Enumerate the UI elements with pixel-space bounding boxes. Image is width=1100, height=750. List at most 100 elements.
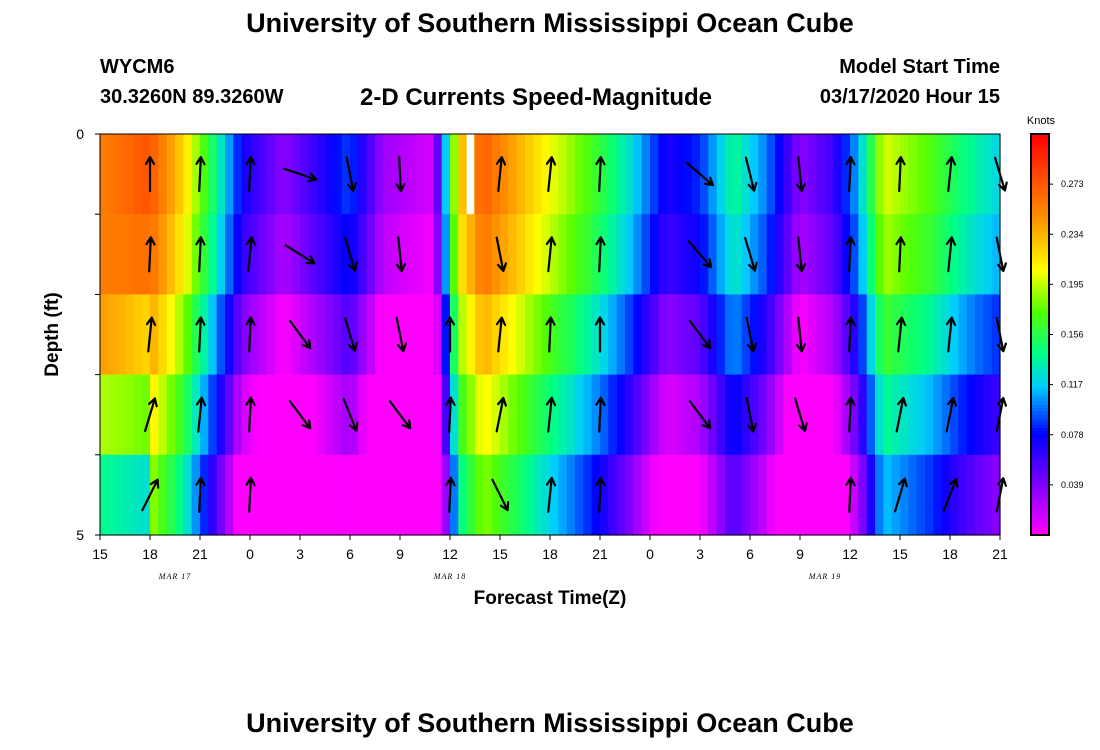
heatmap-cell bbox=[650, 294, 659, 376]
current-vector-arrow bbox=[495, 156, 507, 193]
colorbar-segment bbox=[1031, 408, 1049, 412]
heatmap-cell bbox=[458, 374, 468, 456]
heatmap-cell bbox=[591, 294, 601, 376]
heatmap-cell bbox=[891, 374, 901, 456]
current-vector-arrow bbox=[545, 236, 557, 273]
colorbar-segment bbox=[1031, 438, 1049, 443]
heatmap-cell bbox=[266, 374, 276, 456]
current-vector-arrow bbox=[744, 236, 758, 272]
heatmap-cell bbox=[625, 374, 634, 456]
current-vector-arrow bbox=[245, 396, 256, 433]
colorbar-segment bbox=[1031, 167, 1049, 172]
heatmap-cell bbox=[791, 374, 801, 456]
heatmap-cell bbox=[383, 134, 393, 215]
heatmap-cell bbox=[950, 214, 959, 295]
heatmap-cell bbox=[166, 134, 176, 215]
heatmap-cell bbox=[708, 454, 718, 536]
heatmap-cell bbox=[125, 134, 134, 215]
heatmap-cell bbox=[616, 214, 626, 295]
heatmap-cell bbox=[600, 214, 609, 295]
heatmap-cell bbox=[691, 374, 701, 456]
heatmap-cell bbox=[675, 214, 684, 295]
heatmap-cell bbox=[150, 454, 159, 536]
heatmap-cell bbox=[125, 214, 134, 295]
colorbar-segment bbox=[1031, 321, 1049, 326]
heatmap-cell bbox=[958, 134, 968, 215]
heatmap-cell bbox=[566, 134, 576, 215]
heatmap-cell bbox=[808, 134, 818, 215]
heatmap-cell bbox=[600, 374, 609, 456]
heatmap-cell bbox=[725, 214, 734, 295]
colorbar-segment bbox=[1031, 444, 1049, 449]
heatmap-cell bbox=[316, 374, 326, 456]
heatmap-cell bbox=[558, 214, 568, 295]
current-vector-arrow bbox=[395, 156, 406, 193]
heatmap-cell bbox=[125, 374, 134, 456]
heatmap-cell bbox=[116, 214, 126, 295]
colorbar-segment bbox=[1031, 210, 1049, 215]
heatmap-cell bbox=[758, 454, 768, 536]
heatmap-cell bbox=[491, 454, 501, 536]
heatmap-cell bbox=[358, 134, 368, 215]
current-vector-arrow bbox=[245, 156, 256, 193]
heatmap-cell bbox=[958, 374, 968, 456]
current-vector-arrow bbox=[342, 397, 359, 432]
heatmap-cell bbox=[275, 374, 284, 456]
heatmap-cell bbox=[791, 134, 801, 215]
heatmap-cell bbox=[725, 134, 734, 215]
heatmap-cell bbox=[933, 294, 943, 376]
heatmap-cell bbox=[425, 294, 434, 376]
heatmap-cell bbox=[808, 454, 818, 536]
heatmap-cell bbox=[225, 454, 234, 536]
heatmap-cell bbox=[850, 374, 859, 456]
current-vector-arrow bbox=[595, 236, 606, 273]
heatmap-cell bbox=[508, 374, 518, 456]
current-vector-arrow bbox=[545, 476, 557, 513]
heatmap-cell bbox=[150, 214, 159, 295]
heatmap-cell bbox=[416, 454, 426, 536]
heatmap-cell bbox=[350, 134, 359, 215]
heatmap-cell bbox=[408, 214, 418, 295]
colorbar-tick-label: 0.273 bbox=[1061, 179, 1084, 189]
heatmap-cell bbox=[408, 454, 418, 536]
heatmap-cell bbox=[816, 374, 826, 456]
heatmap-cell bbox=[175, 294, 184, 376]
colorbar-segment bbox=[1031, 384, 1049, 389]
heatmap-cell bbox=[200, 454, 209, 536]
current-vector-arrow bbox=[794, 397, 808, 433]
heatmap-cell bbox=[108, 454, 118, 536]
heatmap-cell bbox=[983, 294, 993, 376]
heatmap-cell bbox=[166, 454, 176, 536]
colorbar-segment bbox=[1031, 311, 1049, 316]
heatmap-cell bbox=[641, 294, 651, 376]
heatmap-cell bbox=[683, 294, 693, 376]
heatmap-cell bbox=[475, 294, 484, 376]
heatmap-cell bbox=[391, 454, 401, 536]
heatmap-cell bbox=[966, 134, 976, 215]
x-tick-label: 12 bbox=[442, 546, 458, 562]
colorbar-segment bbox=[1031, 454, 1049, 459]
colorbar-segment bbox=[1031, 284, 1049, 289]
x-tick-label: 18 bbox=[142, 546, 158, 562]
x-tick-label: 0 bbox=[246, 546, 254, 562]
heatmap-cell bbox=[808, 214, 818, 295]
x-tick-label: 6 bbox=[346, 546, 354, 562]
colorbar-segment bbox=[1031, 418, 1049, 422]
heatmap-cell bbox=[358, 294, 368, 376]
heatmap-cell bbox=[216, 374, 226, 456]
colorbar-segment bbox=[1031, 170, 1049, 175]
heatmap-cell bbox=[591, 454, 601, 536]
heatmap-cell bbox=[933, 134, 943, 215]
heatmap-cell bbox=[541, 294, 551, 376]
heatmap-cell bbox=[916, 374, 926, 456]
heatmap-cell bbox=[583, 454, 593, 536]
colorbar-segment bbox=[1031, 524, 1049, 529]
heatmap-cell bbox=[175, 454, 184, 536]
colorbar-segment bbox=[1031, 531, 1049, 536]
heatmap-cell bbox=[533, 374, 543, 456]
x-tick-label: 3 bbox=[696, 546, 704, 562]
heatmap-cell bbox=[766, 214, 776, 295]
heatmap-cell bbox=[750, 134, 759, 215]
heatmap-cell bbox=[566, 294, 576, 376]
colorbar-segment bbox=[1031, 150, 1049, 155]
